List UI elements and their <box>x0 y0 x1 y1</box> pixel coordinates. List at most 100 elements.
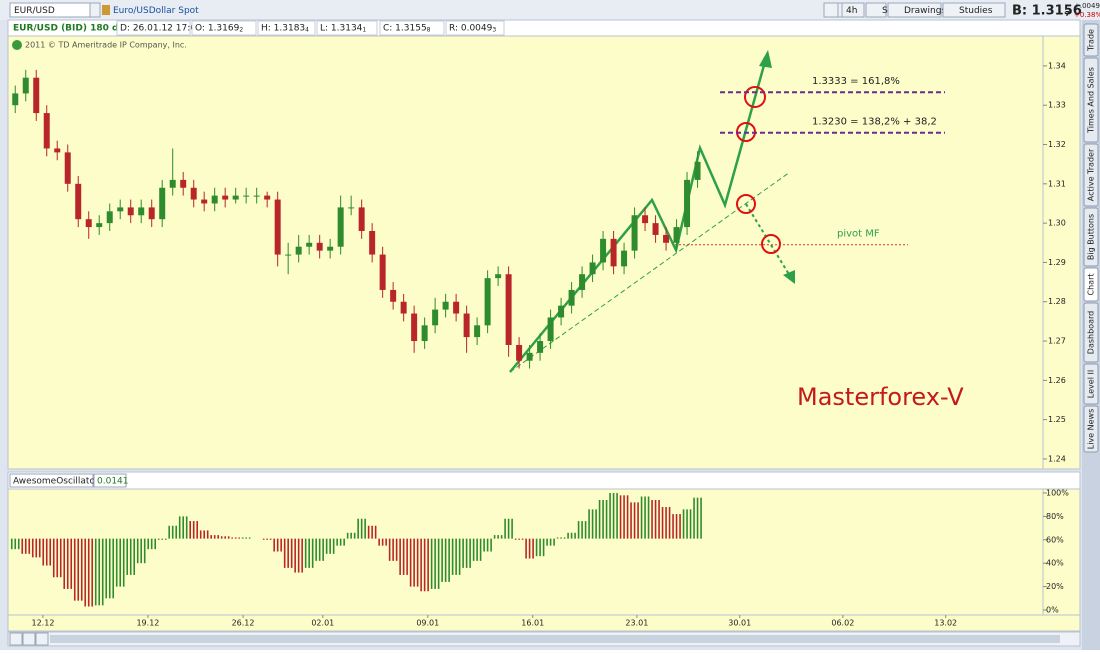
y-tick-label: 1.26 <box>1048 376 1066 385</box>
candle-body <box>285 254 292 256</box>
candle-body <box>369 230 376 255</box>
header-field-pip: 4 <box>305 27 309 34</box>
side-tab-label[interactable]: Trade <box>1087 29 1096 52</box>
side-tab[interactable] <box>1083 302 1099 363</box>
side-tab-label[interactable]: Big Buttons <box>1087 214 1096 260</box>
y-tick-label: 40% <box>1046 559 1064 568</box>
candle-body <box>663 234 670 243</box>
candle-body <box>390 289 397 302</box>
level-label: pivot MF <box>837 229 880 240</box>
candle-body <box>642 215 649 224</box>
candle-body <box>484 278 491 326</box>
candle-body <box>274 199 281 255</box>
osc-value-box <box>93 473 127 488</box>
icon <box>102 5 110 15</box>
y-tick-label: 1.31 <box>1048 179 1066 188</box>
x-tick-label: 16.01 <box>521 619 544 628</box>
candle-body <box>589 262 596 275</box>
header-field <box>191 20 257 36</box>
side-tab[interactable] <box>1083 267 1099 302</box>
side-tab-label[interactable]: Active Trader <box>1087 148 1096 201</box>
bid: B: 1.3156 <box>1012 4 1082 19</box>
symbol-dropdown[interactable] <box>89 2 101 18</box>
y-tick-label: 0% <box>1046 606 1059 615</box>
description: Euro/USDollar Spot <box>113 6 199 16</box>
header-field <box>116 20 191 36</box>
toolbar-button-label[interactable]: 4h <box>846 6 857 16</box>
header-field-text: O: 1.3169 <box>195 24 240 34</box>
toolbar-button[interactable] <box>942 2 1006 18</box>
candle-body <box>673 227 680 243</box>
icon-button[interactable] <box>837 2 843 18</box>
y-tick-label: 60% <box>1046 535 1064 544</box>
arrow-head <box>759 50 772 68</box>
x-tick-label: 26.12 <box>232 619 255 628</box>
header-field <box>379 20 445 36</box>
side-tab[interactable] <box>1083 405 1099 453</box>
toolbar-buttons: 4hStyleDrawingsStudies <box>823 2 1006 18</box>
header-field-pip: 8 <box>427 27 431 34</box>
side-tab[interactable] <box>1083 207 1099 267</box>
change: +.00492 <box>1074 2 1100 10</box>
symbol[interactable]: EUR/USD <box>14 6 55 16</box>
osc-value: 0.0141 <box>97 477 129 487</box>
candle-body <box>495 274 502 279</box>
y-tick-label: 1.27 <box>1048 337 1066 346</box>
side-tab[interactable] <box>1083 57 1099 143</box>
candle-body <box>222 195 229 200</box>
candle-body <box>621 250 628 267</box>
y-tick-label: 1.24 <box>1048 454 1066 463</box>
price-panel <box>7 35 1081 470</box>
header-field-pip: 2 <box>239 27 243 34</box>
header-field-text: C: 1.3155 <box>383 24 427 34</box>
candle-body <box>694 161 701 180</box>
side-tab-label[interactable]: Dashboard <box>1087 311 1096 354</box>
zoom-out[interactable] <box>22 632 36 646</box>
candle-body <box>358 207 365 231</box>
toolbar-button-label[interactable]: Drawings <box>904 6 946 16</box>
candle-body <box>652 223 659 235</box>
trend-line <box>509 171 791 373</box>
scroll-thumb[interactable] <box>50 635 1060 643</box>
zoom-in[interactable] <box>9 632 23 646</box>
toolbar-button[interactable] <box>887 2 942 18</box>
side-tab[interactable] <box>1083 143 1099 207</box>
candle-body <box>96 223 103 228</box>
x-tick-label: 23.01 <box>625 619 648 628</box>
icon-button[interactable] <box>823 2 839 18</box>
candle-body <box>400 301 407 314</box>
candle-body <box>516 344 523 361</box>
bid-pip: 7 <box>1065 10 1070 18</box>
y-tick-label: 1.32 <box>1048 140 1066 149</box>
x-tick-label: 02.01 <box>311 619 334 628</box>
candle-body <box>33 77 40 114</box>
side-tab[interactable] <box>1083 23 1099 57</box>
y-tick-label: 1.25 <box>1048 415 1066 424</box>
y-tick-label: 1.29 <box>1048 258 1066 267</box>
side-tab-label[interactable]: Times And Sales <box>1087 67 1096 134</box>
header-field-pip: 1 <box>362 27 366 34</box>
instrument: EUR/USD (BID) 180 d 4h <box>13 24 134 34</box>
candle-body <box>474 325 481 338</box>
x-tick-label: 13.02 <box>934 619 957 628</box>
toolbar-button[interactable] <box>865 2 887 18</box>
side-tab-label[interactable]: Chart <box>1087 274 1096 296</box>
side-tab-label[interactable]: Live News <box>1087 409 1096 450</box>
y-tick-label: 1.28 <box>1048 297 1066 306</box>
candle-body <box>526 352 533 361</box>
side-tab-label[interactable]: Level II <box>1087 370 1096 398</box>
y-tick-label: 100% <box>1046 488 1069 497</box>
copyright: 2011 © TD Ameritrade IP Company, Inc. <box>25 41 187 50</box>
toolbar-button-label[interactable]: Studies <box>959 6 993 16</box>
marker-circle <box>744 86 766 108</box>
candle-body <box>138 207 145 216</box>
candle-body <box>432 309 439 326</box>
candle-body <box>579 274 586 290</box>
zoom-fit[interactable] <box>35 632 49 646</box>
level-label: 1.3230 = 138,2% + 38,2 <box>812 117 937 128</box>
candle-body <box>558 305 565 318</box>
candle-body <box>505 274 512 345</box>
logo <box>12 40 22 50</box>
side-tab[interactable] <box>1083 363 1099 405</box>
